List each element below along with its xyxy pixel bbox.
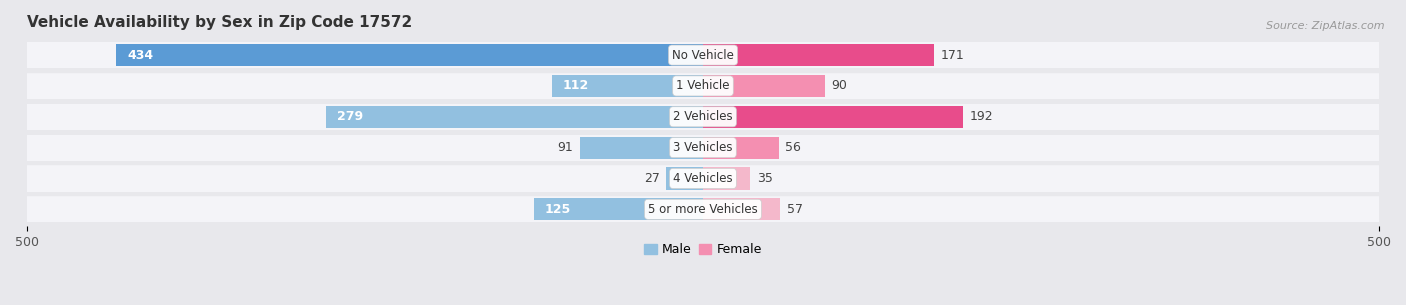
Text: 90: 90 [831,79,848,92]
Text: 171: 171 [941,48,965,62]
Bar [703,198,780,221]
Bar [326,106,703,128]
Text: Vehicle Availability by Sex in Zip Code 17572: Vehicle Availability by Sex in Zip Code … [27,15,412,30]
Text: 56: 56 [786,141,801,154]
Bar [703,75,825,97]
Bar [27,73,1379,99]
Text: 35: 35 [756,172,773,185]
Bar [27,42,1379,68]
Legend: Male, Female: Male, Female [640,239,766,261]
Bar [703,137,779,159]
Text: 4 Vehicles: 4 Vehicles [673,172,733,185]
Text: 91: 91 [557,141,574,154]
Bar [703,44,934,66]
Bar [703,106,963,128]
Bar [551,75,703,97]
Text: 279: 279 [336,110,363,123]
Text: 27: 27 [644,172,659,185]
Text: 125: 125 [544,203,571,216]
Text: Source: ZipAtlas.com: Source: ZipAtlas.com [1267,21,1385,31]
Bar [117,44,703,66]
Bar [27,135,1379,161]
Text: 112: 112 [562,79,589,92]
Bar [666,167,703,190]
Text: 3 Vehicles: 3 Vehicles [673,141,733,154]
Text: 2 Vehicles: 2 Vehicles [673,110,733,123]
Bar [27,104,1379,130]
Text: 5 or more Vehicles: 5 or more Vehicles [648,203,758,216]
Text: No Vehicle: No Vehicle [672,48,734,62]
Bar [534,198,703,221]
Text: 1 Vehicle: 1 Vehicle [676,79,730,92]
Bar [703,167,751,190]
Text: 57: 57 [787,203,803,216]
Text: 434: 434 [127,48,153,62]
Bar [27,196,1379,222]
Bar [27,165,1379,192]
Text: 192: 192 [969,110,993,123]
Bar [579,137,703,159]
